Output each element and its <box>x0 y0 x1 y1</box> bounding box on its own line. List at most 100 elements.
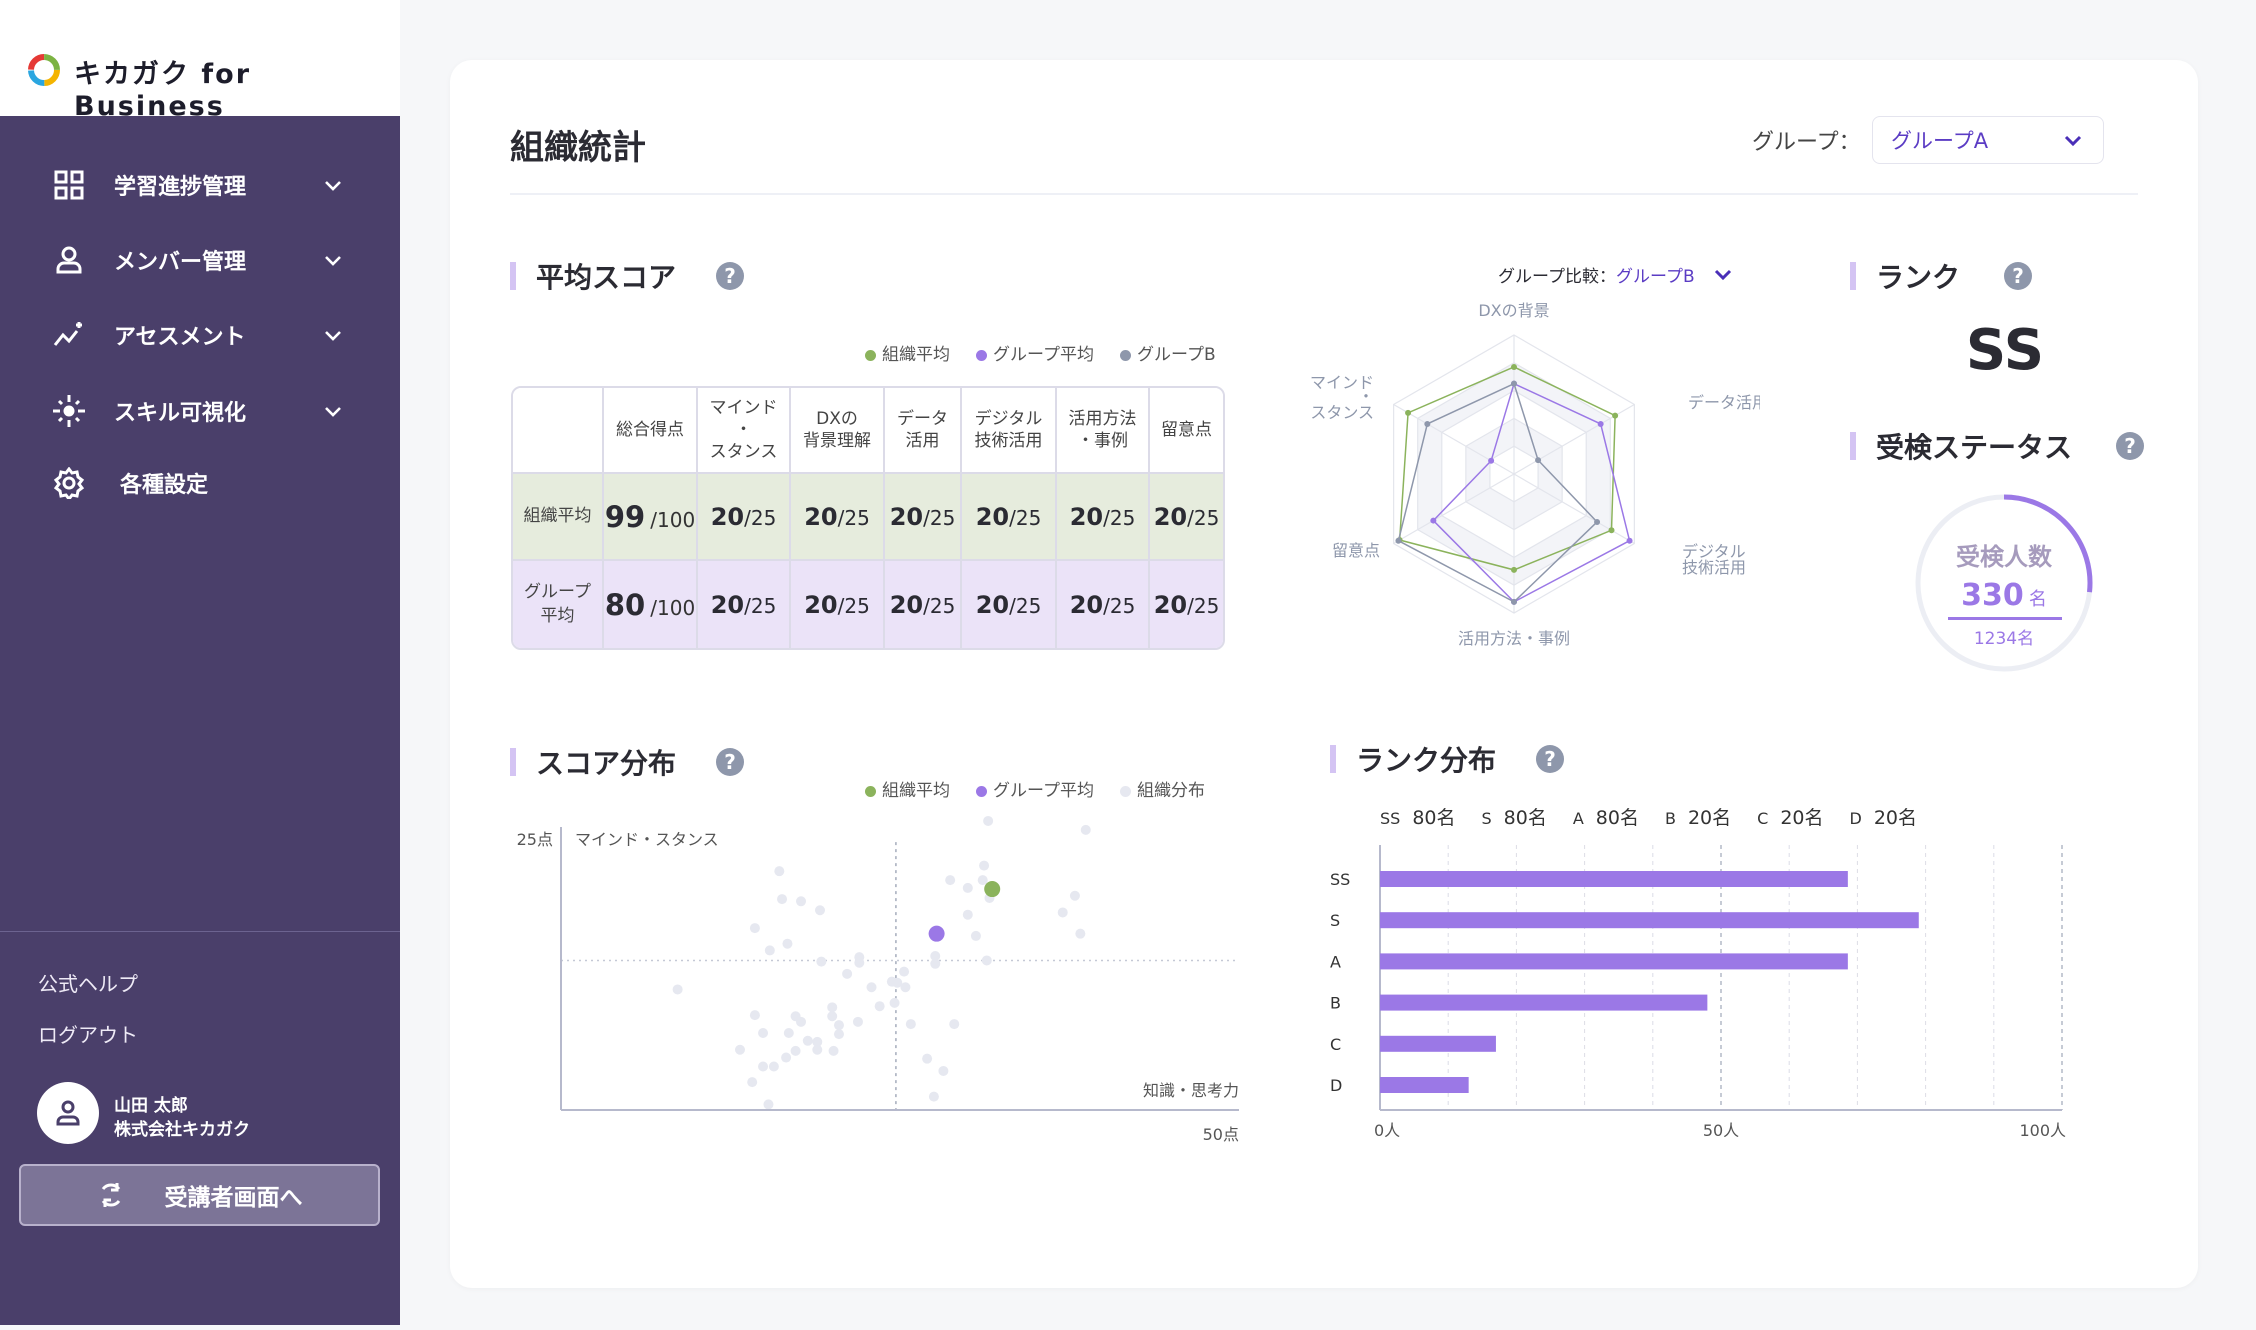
exam-count-label: 受検人数 <box>1956 543 2052 571</box>
x-tick-label: 100人 <box>2019 1121 2066 1140</box>
group-compare-select[interactable]: グループ比較： グループB <box>1498 262 1733 287</box>
sidebar-item-label: 各種設定 <box>120 473 209 498</box>
heading-text: ランク <box>1876 261 1961 294</box>
scatter-point <box>827 1011 838 1022</box>
chart-sparkle-icon <box>52 318 86 352</box>
scatter-point <box>889 997 900 1008</box>
logo-area: キカガク for Business <box>0 0 400 122</box>
scatter-point <box>874 1001 885 1012</box>
scatter-point <box>777 894 788 905</box>
rank-summary: SS 80名 S 80名 A 80名 B 20名 C 20名 D 20名 <box>1380 803 1917 830</box>
sidebar-item-settings[interactable]: 各種設定 <box>0 453 400 513</box>
radar-axis <box>1393 473 1515 545</box>
scatter-point <box>1069 890 1080 901</box>
radar-point <box>1608 527 1615 534</box>
bar-A <box>1380 953 1848 970</box>
scatter-point <box>758 1027 769 1038</box>
bar-S <box>1380 912 1919 929</box>
help-icon[interactable]: ? <box>2004 262 2033 290</box>
scatter-point <box>892 977 903 988</box>
radar-point <box>1424 420 1431 427</box>
radar-axis-label: マインド・スタンス <box>1310 373 1374 422</box>
scatter-point <box>928 1091 939 1102</box>
table-header: 留意点 <box>1150 388 1223 474</box>
total-score-cell: 99 /100 <box>604 474 698 561</box>
scatter-point <box>970 930 981 941</box>
scatter-point <box>833 1020 844 1031</box>
table-header-row: 総合得点 マインド ・ スタンス DXの 背景理解 データ 活用 デジタル 技術… <box>513 388 1223 474</box>
radar-point <box>1511 380 1517 387</box>
sidebar-item-assessment[interactable]: アセスメント <box>0 305 400 365</box>
bar-SS <box>1380 871 1848 887</box>
category-label: S <box>1330 911 1340 930</box>
logout-link[interactable]: ログアウト <box>38 1023 138 1047</box>
avg-score-legend: 組織平均 グループ平均 グループB <box>865 340 1216 365</box>
scatter-point <box>749 1010 760 1021</box>
radar-point <box>1405 409 1412 416</box>
scatter-point <box>938 1065 949 1076</box>
heading-text: スコア分布 <box>536 747 677 780</box>
scatter-point <box>1075 928 1086 939</box>
rank-summary-item: B 20名 <box>1664 807 1732 829</box>
radar-point <box>1594 518 1601 525</box>
help-icon[interactable]: ? <box>1536 745 1565 773</box>
user-icon <box>56 1100 80 1126</box>
group-select[interactable]: グループA <box>1872 116 2104 164</box>
user-company: 株式会社キカガク <box>114 1120 250 1140</box>
category-label: SS <box>1330 870 1350 889</box>
scatter-point <box>747 1077 758 1088</box>
help-icon[interactable]: ? <box>716 748 745 776</box>
brand-name: キカガク for Business <box>74 59 252 122</box>
heading-text: 平均スコア <box>536 261 677 294</box>
scatter-point <box>828 1045 839 1056</box>
rank-summary-item: SS 80名 <box>1380 807 1456 829</box>
scatter-point <box>852 1016 863 1027</box>
radar-point <box>1395 537 1402 544</box>
row-label: グループ 平均 <box>513 561 604 648</box>
scatter-point <box>783 1027 794 1038</box>
rank-value: SS <box>1965 318 2045 383</box>
fraction-line <box>1948 617 2062 620</box>
radar-axis-label: DXの背景 <box>1478 301 1549 320</box>
radar-point <box>1626 537 1633 544</box>
scatter-point <box>899 966 910 977</box>
radar-axis-label: 活用方法・事例 <box>1458 629 1570 648</box>
sidebar-item-members[interactable]: メンバー管理 <box>0 230 400 290</box>
radar-point <box>1511 598 1517 605</box>
help-link[interactable]: 公式ヘルプ <box>38 972 138 996</box>
sidebar-item-skill-visualization[interactable]: スキル可視化 <box>0 381 400 441</box>
table-header: 総合得点 <box>604 388 698 474</box>
scatter-legend: 組織平均 グループ平均 組織分布 <box>865 776 1205 801</box>
radar-axis-label: 留意点 <box>1332 541 1380 560</box>
exam-progress-ring <box>1915 494 2093 672</box>
rank-dist-heading: ランク分布 ? <box>1330 739 1565 779</box>
scatter-point <box>977 875 988 886</box>
score-cell: 20/25 <box>791 474 885 561</box>
legend-item: グループB <box>1119 340 1216 365</box>
bar-B <box>1380 994 1708 1011</box>
score-cell: 20/25 <box>885 474 962 561</box>
compare-value: グループB <box>1615 267 1695 287</box>
help-icon[interactable]: ? <box>716 262 745 290</box>
rank-summary-item: D 20名 <box>1849 807 1918 829</box>
heading-accent <box>1330 745 1336 773</box>
help-icon[interactable]: ? <box>2116 432 2145 460</box>
radar-axis-label: デジタル技術活用 <box>1682 542 1746 577</box>
chevron-down-icon <box>325 256 341 266</box>
table-header: 活用方法 ・事例 <box>1057 388 1150 474</box>
scatter-point <box>734 1044 745 1055</box>
radar-point <box>1511 566 1517 573</box>
exam-count-unit: 名 <box>2028 589 2047 610</box>
radar-point <box>1597 420 1604 427</box>
scatter-point <box>949 1019 960 1030</box>
score-cell: 20/25 <box>962 474 1057 561</box>
scatter-point <box>866 982 877 993</box>
switch-to-learner-button[interactable]: 受講者画面へ <box>19 1164 380 1226</box>
chevron-down-icon <box>1714 269 1731 280</box>
x-max-label: 50点 <box>1203 1125 1239 1144</box>
grid-icon <box>52 168 86 202</box>
main-card <box>450 60 2198 1288</box>
sidebar-item-learning-progress[interactable]: 学習進捗管理 <box>0 155 400 215</box>
group-select-label: グループ： <box>1752 130 1861 155</box>
